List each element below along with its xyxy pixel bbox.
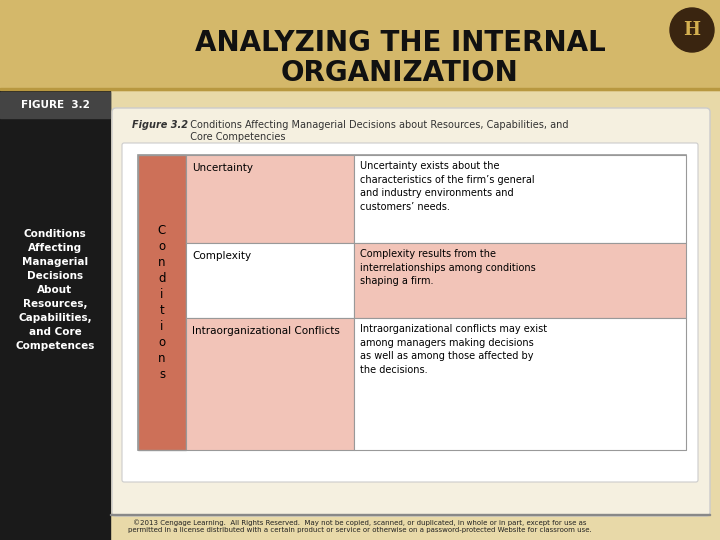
- Text: Core Competencies: Core Competencies: [184, 132, 286, 142]
- Text: H: H: [683, 21, 701, 39]
- Text: Intraorganizational conflicts may exist
among managers making decisions
as well : Intraorganizational conflicts may exist …: [360, 324, 547, 375]
- Bar: [0, 92, 110, 118]
- Text: ANALYZING THE INTERNAL: ANALYZING THE INTERNAL: [194, 29, 606, 57]
- Bar: [186, 155, 354, 243]
- Text: Conditions Affecting Managerial Decisions about Resources, Capabilities, and: Conditions Affecting Managerial Decision…: [184, 120, 569, 130]
- Bar: [186, 318, 354, 450]
- Text: Conditions
Affecting
Managerial
Decisions
About
Resources,
Capabilities,
and Cor: Conditions Affecting Managerial Decision…: [15, 229, 95, 351]
- Bar: [138, 155, 686, 450]
- Text: Intraorganizational Conflicts: Intraorganizational Conflicts: [192, 326, 340, 336]
- Text: Complexity: Complexity: [192, 251, 251, 261]
- Text: Uncertainty: Uncertainty: [192, 163, 253, 173]
- Text: FIGURE  3.2: FIGURE 3.2: [21, 100, 89, 110]
- FancyBboxPatch shape: [112, 108, 710, 516]
- Bar: [0, 0, 720, 90]
- Bar: [354, 318, 686, 450]
- Text: Complexity results from the
interrelationships among conditions
shaping a firm.: Complexity results from the interrelatio…: [360, 249, 536, 286]
- Text: Figure 3.2: Figure 3.2: [132, 120, 188, 130]
- Text: C
o
n
d
i
t
i
o
n
s: C o n d i t i o n s: [158, 224, 166, 381]
- Text: ORGANIZATION: ORGANIZATION: [281, 59, 519, 87]
- Bar: [138, 155, 186, 450]
- Circle shape: [670, 8, 714, 52]
- Bar: [186, 243, 354, 318]
- FancyBboxPatch shape: [122, 143, 698, 482]
- Bar: [110, 514, 710, 515]
- Bar: [0, 90, 110, 540]
- Bar: [0, 88, 720, 90]
- Bar: [354, 155, 686, 243]
- Text: ©2013 Cengage Learning.  All Rights Reserved.  May not be copied, scanned, or du: ©2013 Cengage Learning. All Rights Reser…: [128, 519, 592, 533]
- Bar: [354, 243, 686, 318]
- Text: Uncertainty exists about the
characteristics of the firm’s general
and industry : Uncertainty exists about the characteris…: [360, 161, 535, 212]
